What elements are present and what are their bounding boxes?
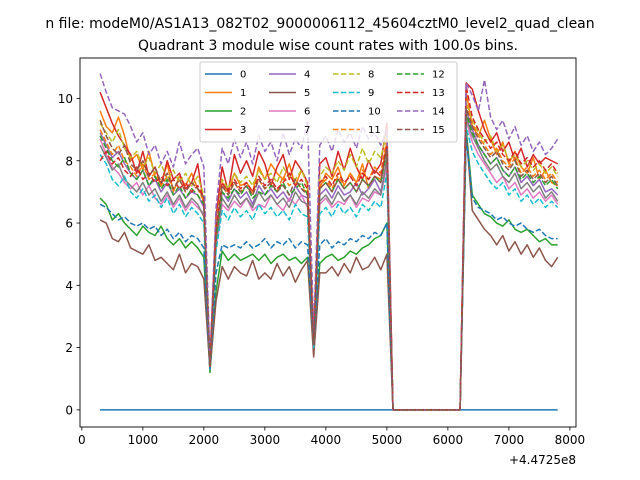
- x-tick-label: 3000: [250, 433, 281, 447]
- x-axis: 0 1000 2000 3000 4000 5000 6000 7000 8000: [78, 427, 585, 447]
- x-tick-label: 4000: [311, 433, 342, 447]
- chart-title: Quadrant 3 module wise count rates with …: [138, 38, 518, 54]
- y-tick-label: 2: [65, 341, 73, 355]
- series-layer: [99, 73, 559, 411]
- legend-box: [199, 61, 458, 143]
- legend-label-5: 5: [304, 88, 310, 99]
- series-line-9: [99, 125, 559, 411]
- y-axis: 0 2 4 6 8 10: [58, 92, 80, 417]
- y-tick-label: 10: [58, 92, 73, 106]
- series-line-8: [99, 100, 559, 411]
- legend-label-10: 10: [368, 107, 381, 118]
- y-tick-label: 4: [65, 279, 73, 293]
- y-tick-label: 0: [65, 403, 73, 417]
- series-line-15: [99, 107, 559, 411]
- legend-label-0: 0: [240, 70, 246, 81]
- x-tick-label: 7000: [494, 433, 525, 447]
- figure-suptitle: n file: modeM0/AS1A13_082T02_9000006112_…: [45, 16, 594, 32]
- legend-label-1: 1: [240, 88, 246, 99]
- series-line-5: [99, 131, 559, 411]
- series-line-10: [99, 135, 558, 411]
- x-tick-label: 8000: [555, 433, 586, 447]
- x-tick-label: 1000: [128, 433, 159, 447]
- plot-area: 0 1000 2000 3000 4000 5000 6000 7000 8000 0 2 4 6 8 1…: [58, 57, 585, 467]
- legend-label-2: 2: [240, 107, 246, 118]
- legend-label-9: 9: [368, 88, 374, 99]
- legend-label-7: 7: [304, 125, 310, 136]
- legend-label-14: 14: [432, 107, 445, 118]
- legend-label-11: 11: [368, 125, 381, 136]
- legend-label-3: 3: [240, 125, 246, 136]
- y-tick-label: 6: [65, 217, 73, 231]
- series-line-6: [99, 119, 559, 411]
- legend-label-13: 13: [432, 88, 445, 99]
- series-line-7: [99, 116, 559, 411]
- x-tick-label: 5000: [372, 433, 403, 447]
- x-tick-label: 6000: [433, 433, 464, 447]
- x-tick-label: 0: [78, 433, 86, 447]
- x-axis-offset-label: +4.4725e8: [509, 453, 576, 467]
- legend-label-4: 4: [304, 70, 310, 81]
- legend-label-8: 8: [368, 70, 374, 81]
- legend-label-6: 6: [304, 107, 310, 118]
- y-tick-label: 8: [65, 154, 73, 168]
- legend-label-12: 12: [432, 70, 445, 81]
- legend-label-15: 15: [432, 125, 445, 136]
- axes-frame: [79, 57, 577, 428]
- x-tick-label: 2000: [189, 433, 220, 447]
